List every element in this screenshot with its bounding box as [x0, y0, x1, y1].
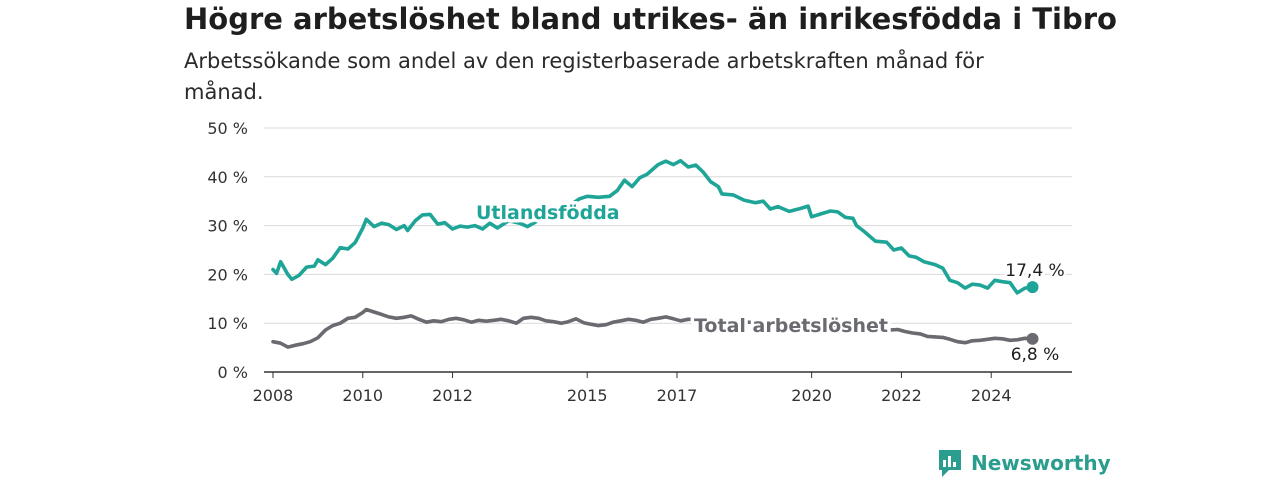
series-label: Utlandsfödda	[476, 202, 620, 224]
y-tick-label: 20 %	[207, 265, 248, 284]
grid-layer: 0 % 10 % 20 % 30 % 40 % 50 %	[207, 119, 1072, 382]
y-tick-label: 0 %	[218, 363, 248, 382]
x-tick-label: 2020	[791, 386, 832, 405]
chart-subtitle: Arbetssökande som andel av den registerb…	[184, 49, 984, 104]
x-tick-label: 2012	[432, 386, 473, 405]
x-tick-label: 2024	[971, 386, 1012, 405]
series-layer	[271, 158, 1039, 349]
newsworthy-logo-icon	[939, 450, 961, 477]
brand-name: Newsworthy	[971, 451, 1111, 475]
end-value-label: 6,8 %	[1011, 345, 1060, 365]
end-value-label: 17,4 %	[1005, 261, 1064, 281]
y-tick-label: 50 %	[207, 119, 248, 138]
series-end-marker	[1026, 332, 1039, 345]
series-line	[271, 158, 1035, 295]
y-tick-label: 10 %	[207, 314, 248, 333]
series-end-marker	[1026, 281, 1039, 294]
series-label: Total arbetslöshet	[694, 315, 888, 337]
y-tick-label: 30 %	[207, 217, 248, 236]
x-tick-label: 2010	[342, 386, 383, 405]
x-tick-label: 2017	[657, 386, 698, 405]
y-tick-label: 40 %	[207, 168, 248, 187]
x-axis: 2008 2010 2012 2015 2017 2020 2022 2024	[253, 372, 1012, 405]
x-tick-label: 2022	[881, 386, 922, 405]
chart-title: Högre arbetslöshet bland utrikes- än inr…	[184, 2, 1117, 36]
newsworthy-logo: Newsworthy	[937, 448, 1111, 478]
x-tick-label: 2015	[567, 386, 608, 405]
series-line	[271, 307, 1035, 349]
x-tick-label: 2008	[253, 386, 294, 405]
label-layer: Utlandsfödda Total arbetslöshet 17,4 % 6,8 …	[473, 199, 1068, 368]
